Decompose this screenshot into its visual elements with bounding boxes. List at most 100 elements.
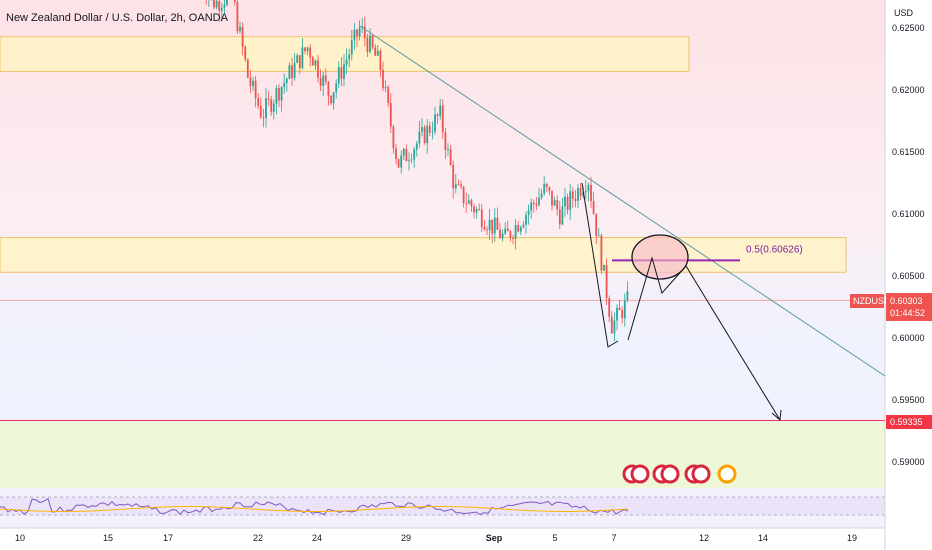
candle-body bbox=[436, 114, 439, 116]
candle-body bbox=[298, 55, 301, 69]
rsi-ma-line bbox=[0, 506, 629, 512]
y-tick-label: 0.62500 bbox=[892, 23, 925, 33]
x-tick-label: 14 bbox=[758, 533, 768, 543]
candle-body bbox=[415, 143, 418, 150]
candle-body bbox=[337, 67, 340, 84]
candle-body bbox=[553, 200, 556, 206]
retest-ellipse[interactable] bbox=[631, 234, 689, 280]
candle-body bbox=[616, 307, 618, 321]
candle-body bbox=[467, 200, 470, 204]
candle-body bbox=[538, 197, 540, 206]
projection-path[interactable] bbox=[627, 256, 781, 421]
candle-body bbox=[306, 47, 309, 52]
target-price-tag[interactable]: 0.59335 bbox=[886, 415, 932, 429]
candle-body bbox=[556, 200, 559, 210]
candle-body bbox=[452, 164, 455, 189]
event-icons bbox=[622, 464, 737, 484]
candle-body bbox=[317, 60, 319, 78]
y-tick-label: 0.62000 bbox=[892, 85, 925, 95]
candle-body bbox=[418, 131, 421, 144]
candle-body bbox=[517, 224, 520, 232]
candle-body bbox=[610, 316, 613, 334]
candle-body bbox=[444, 132, 447, 150]
candle-body bbox=[366, 38, 369, 52]
candle-body bbox=[499, 229, 501, 239]
candle-body bbox=[379, 50, 382, 70]
y-tick-label: 0.59000 bbox=[892, 457, 925, 467]
candle-body bbox=[600, 235, 603, 271]
y-tick-label: 0.60000 bbox=[892, 333, 925, 343]
candle-body bbox=[621, 310, 624, 319]
candle-body bbox=[514, 224, 517, 239]
candle-body bbox=[293, 62, 296, 79]
y-tick-label: 0.61000 bbox=[892, 209, 925, 219]
candle-body bbox=[493, 217, 496, 234]
candle-body bbox=[275, 88, 278, 104]
target-zone bbox=[0, 422, 885, 488]
candle-body bbox=[363, 26, 366, 39]
last-price-tag[interactable]: NZDUSD 0.60303 01:44:52 bbox=[850, 293, 932, 321]
candle-body bbox=[239, 26, 241, 32]
candles-group bbox=[205, 0, 629, 342]
candle-body bbox=[512, 237, 514, 239]
candle-body bbox=[335, 83, 338, 93]
candle-body bbox=[460, 184, 462, 187]
candle-body bbox=[408, 160, 410, 162]
candle-body bbox=[605, 264, 608, 299]
candle-body bbox=[288, 65, 291, 79]
us-flag-icon bbox=[630, 464, 650, 484]
candle-body bbox=[584, 190, 587, 193]
candle-body bbox=[540, 193, 543, 198]
candle-body bbox=[613, 320, 616, 334]
y-tick-label: 0.61500 bbox=[892, 147, 925, 157]
x-tick-label: 5 bbox=[552, 533, 557, 543]
candle-body bbox=[259, 105, 262, 118]
candle-body bbox=[223, 4, 226, 8]
candle-body bbox=[535, 203, 538, 206]
x-tick-label: 19 bbox=[847, 533, 857, 543]
x-tick-label: 22 bbox=[253, 533, 263, 543]
candle-body bbox=[376, 50, 379, 56]
candle-body bbox=[447, 149, 449, 150]
candle-body bbox=[262, 117, 265, 119]
candle-body bbox=[548, 187, 551, 191]
candle-body bbox=[400, 155, 403, 168]
candle-body bbox=[358, 27, 361, 37]
us-flag-icon bbox=[660, 464, 680, 484]
candle-body bbox=[488, 219, 491, 231]
candle-body bbox=[301, 47, 304, 69]
candle-body bbox=[618, 307, 621, 311]
candle-body bbox=[252, 80, 254, 86]
candle-body bbox=[272, 103, 275, 112]
candle-body bbox=[509, 231, 512, 238]
candle-body bbox=[603, 264, 605, 271]
candle-body bbox=[496, 217, 499, 230]
candle-body bbox=[483, 226, 486, 230]
candle-body bbox=[311, 57, 314, 66]
candle-body bbox=[278, 88, 280, 101]
candle-body bbox=[280, 87, 283, 101]
candle-body bbox=[392, 126, 395, 149]
candle-body bbox=[431, 131, 434, 133]
candle-body bbox=[470, 200, 473, 207]
x-tick-label: Sep bbox=[486, 533, 503, 543]
candle-body bbox=[374, 47, 377, 56]
candle-body bbox=[558, 209, 561, 225]
supply-zone-lower[interactable] bbox=[0, 237, 847, 273]
candle-body bbox=[439, 105, 442, 116]
candle-body bbox=[215, 0, 218, 8]
candle-body bbox=[595, 213, 598, 236]
candle-body bbox=[426, 125, 429, 144]
candle-body bbox=[327, 81, 330, 96]
candle-body bbox=[582, 192, 585, 196]
impulse-leg-drawing[interactable] bbox=[581, 182, 619, 348]
candle-body bbox=[218, 0, 221, 11]
fib-level-label: 0.5(0.60626) bbox=[746, 244, 803, 255]
descending-trend-line[interactable] bbox=[359, 25, 886, 377]
candle-body bbox=[428, 125, 431, 133]
candle-body bbox=[348, 54, 351, 60]
x-tick-label: 29 bbox=[401, 533, 411, 543]
candle-body bbox=[389, 103, 392, 127]
